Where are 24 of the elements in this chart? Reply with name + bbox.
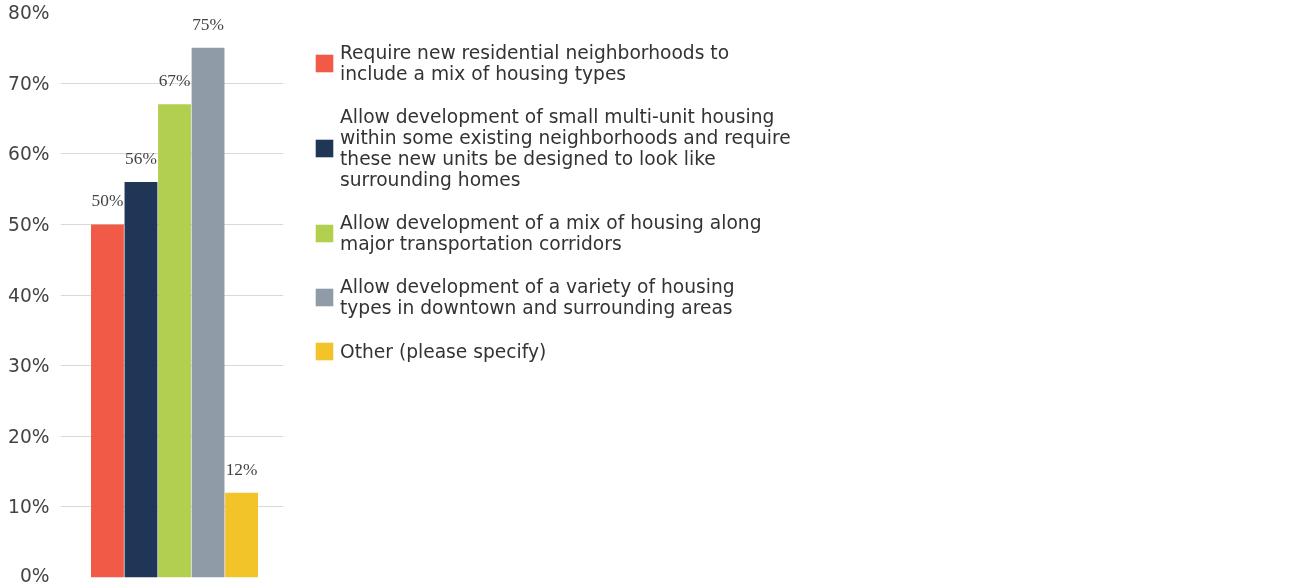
bar — [158, 104, 191, 578]
legend-label: Allow development of a variety of housing types in downtown and surrounding areas — [340, 276, 735, 318]
text: 12% — [225, 459, 258, 479]
y-tick-label: 10% — [8, 496, 50, 518]
y-tick-label: 30% — [8, 355, 50, 377]
y-tick-label: 0% — [19, 564, 50, 585]
text: 50% — [91, 191, 124, 211]
bar — [91, 224, 124, 578]
legend-label: Other (please specify) — [340, 340, 547, 362]
legend-label: Allow development of a mix of housing along major transportation corridors — [340, 212, 762, 254]
legend-label: Allow development of small multi-unit housing within some existing neighborhoods and require these new units be designed to look like surrounding homes — [340, 106, 791, 190]
legend-label: Require new residential neighborhoods to include a mix of housing types — [340, 42, 730, 84]
y-tick-label: 80% — [8, 2, 50, 23]
text: 56% — [125, 149, 157, 168]
y-tick-label: 60% — [8, 143, 50, 165]
bar — [124, 182, 158, 578]
y-tick-label: 20% — [8, 425, 50, 447]
text: 67% — [158, 71, 191, 91]
y-tick-label: 50% — [8, 213, 50, 235]
bar — [191, 47, 225, 578]
y-tick-label: 40% — [8, 284, 50, 306]
bar — [225, 492, 259, 578]
text: 75% — [192, 14, 224, 34]
y-tick-label: 70% — [8, 72, 50, 94]
